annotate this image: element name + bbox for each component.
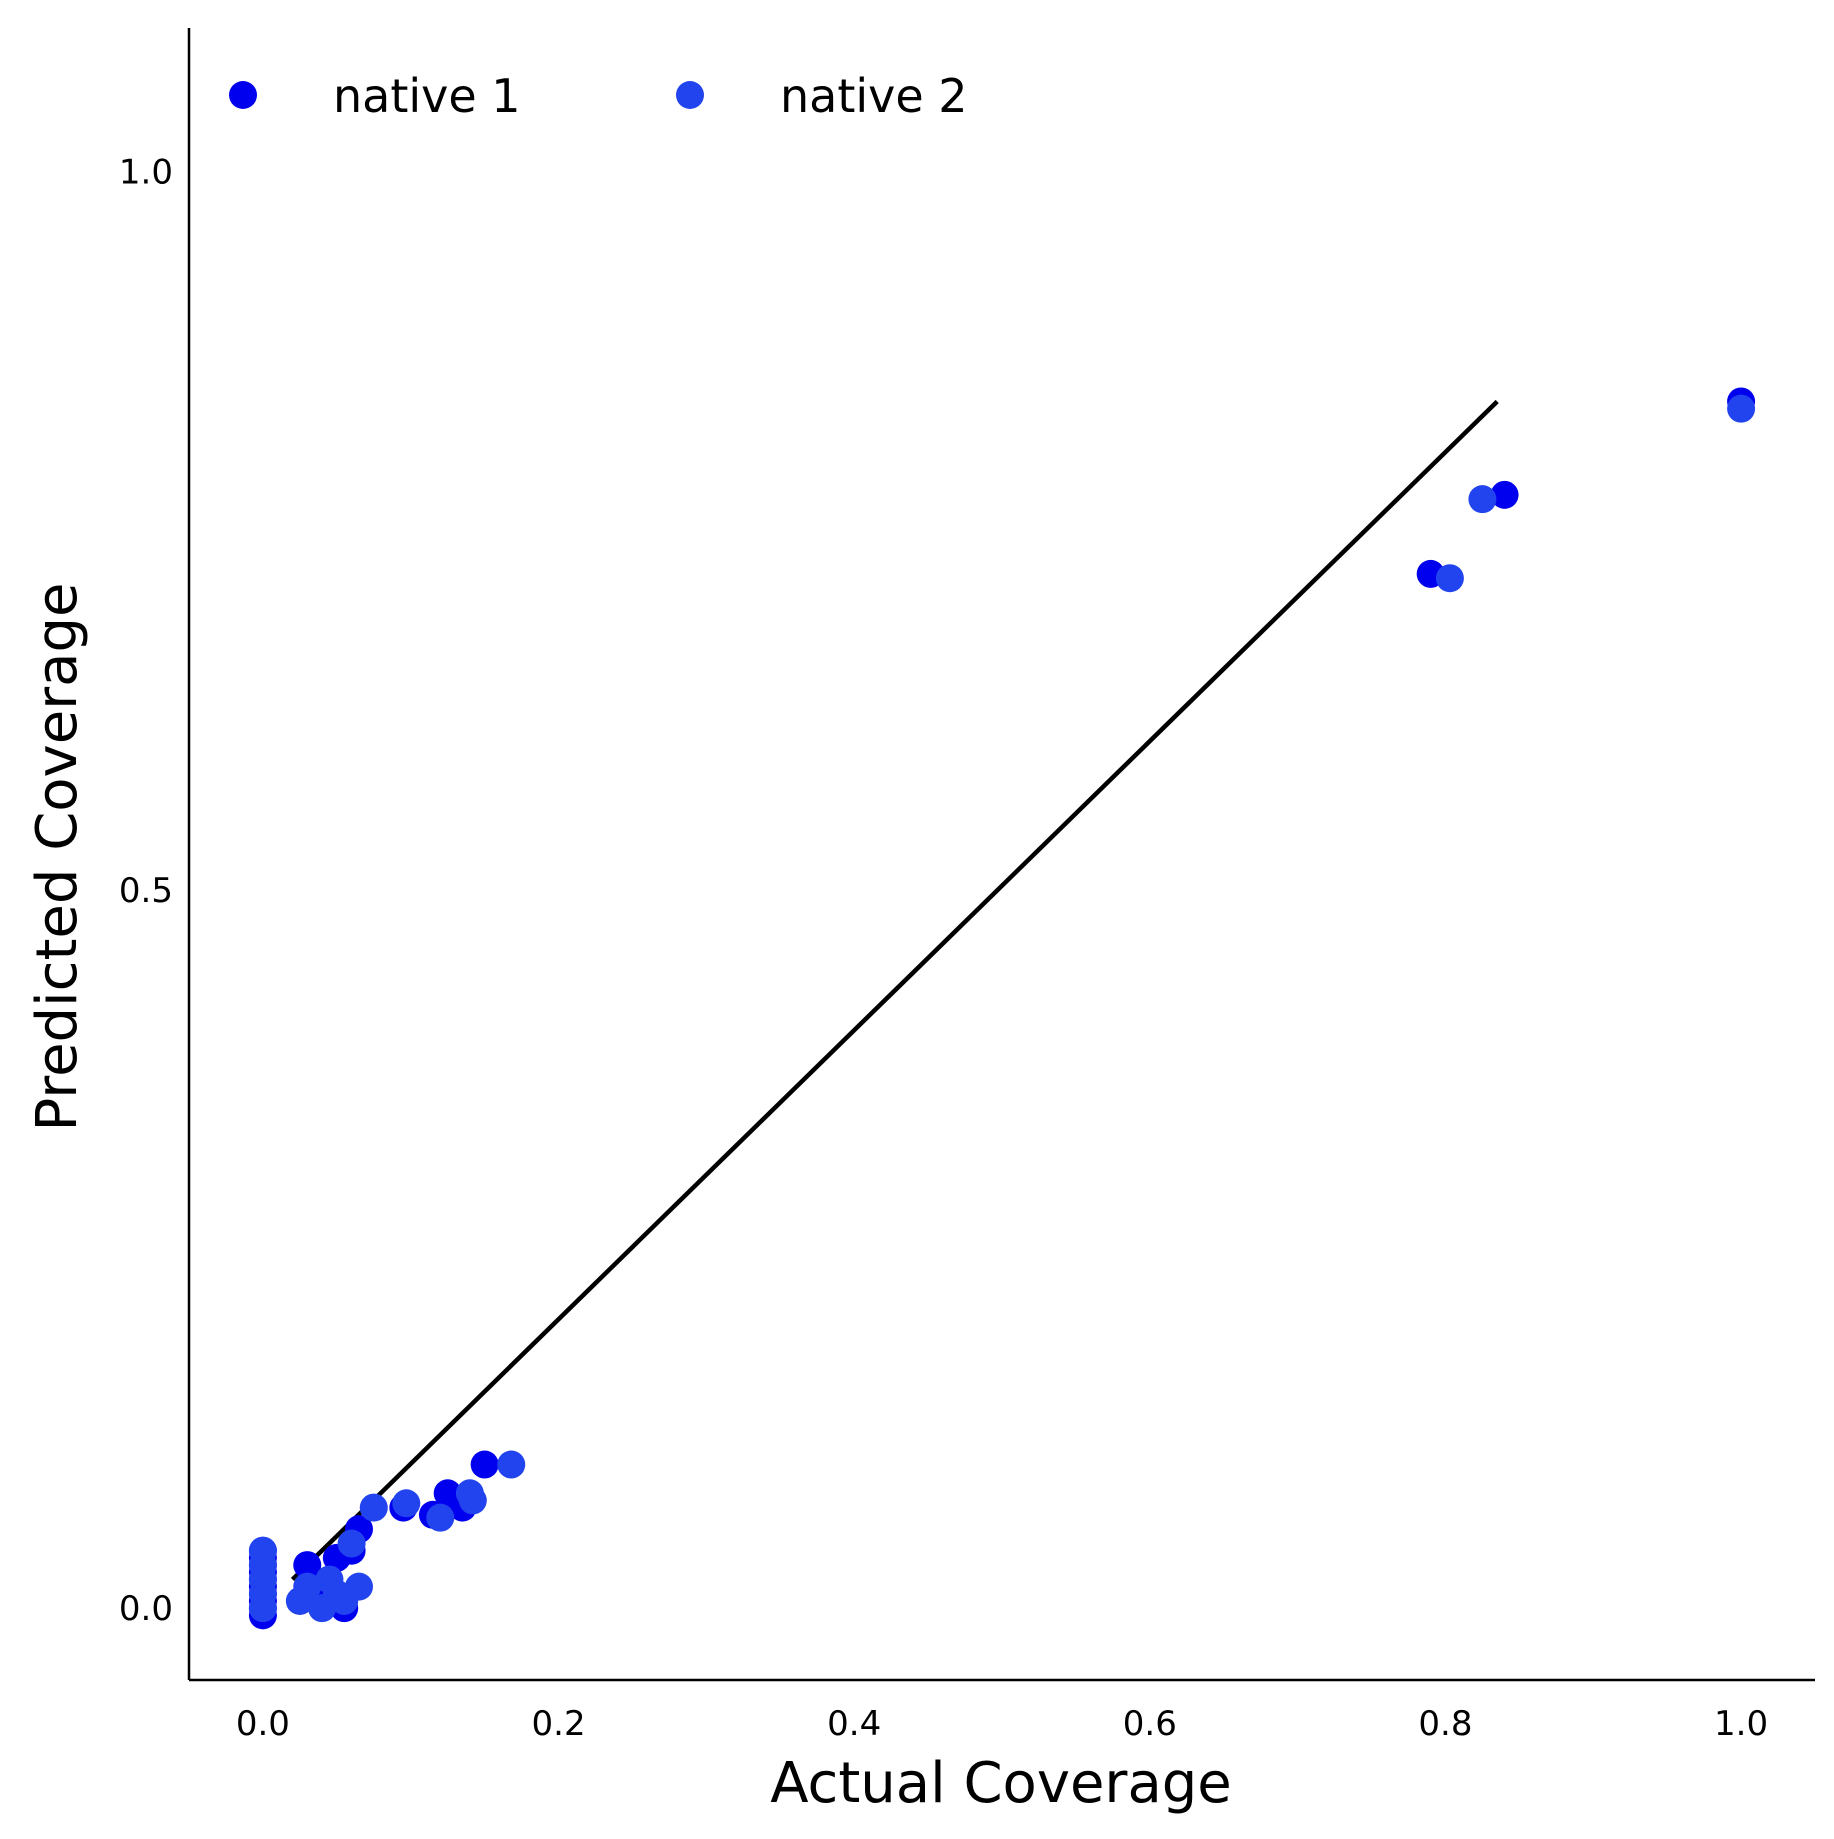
y-axis-title: Predicted Coverage	[25, 583, 90, 1132]
data-point	[337, 1529, 366, 1558]
y-tick-label: 0.0	[119, 1589, 173, 1629]
legend-item-1: native 1	[229, 69, 521, 123]
data-point	[470, 1450, 499, 1479]
data-point	[1468, 485, 1497, 514]
x-tick-label: 0.4	[827, 1704, 881, 1744]
data-point	[293, 1551, 322, 1580]
reference-line-layer	[290, 399, 1499, 1582]
reference-line	[290, 399, 1499, 1582]
data-point	[1435, 564, 1464, 593]
data-point	[426, 1503, 455, 1532]
series-2	[248, 394, 1756, 1623]
data-point	[344, 1572, 373, 1601]
data-point	[1490, 480, 1519, 509]
data-point	[392, 1489, 421, 1518]
points-layer	[248, 387, 1756, 1630]
legend-marker	[229, 81, 257, 109]
x-tick-label: 0.2	[532, 1704, 586, 1744]
data-point	[293, 1572, 322, 1601]
legend-item-2: native 2	[676, 69, 968, 123]
x-tick-label: 0.6	[1123, 1704, 1177, 1744]
legend-marker	[676, 81, 704, 109]
data-point	[248, 1536, 277, 1565]
ticks-layer: 0.0 0.2 0.4 0.6 0.8 1.0 0.0 0.5 1.0	[119, 153, 1768, 1744]
y-tick-label: 0.5	[119, 871, 173, 911]
x-tick-label: 0.0	[236, 1704, 290, 1744]
data-point	[458, 1486, 487, 1515]
x-tick-label: 0.8	[1418, 1704, 1472, 1744]
data-point	[1727, 394, 1756, 423]
axes	[187, 28, 1815, 1682]
data-point	[497, 1450, 526, 1479]
legend: native 1 native 2	[229, 69, 968, 123]
x-axis-title: Actual Coverage	[770, 1751, 1232, 1816]
x-tick-label: 1.0	[1714, 1704, 1768, 1744]
legend-label: native 2	[780, 69, 968, 123]
legend-label: native 1	[333, 69, 521, 123]
series-1	[248, 387, 1756, 1630]
y-tick-label: 1.0	[119, 153, 173, 193]
data-point	[359, 1493, 388, 1522]
